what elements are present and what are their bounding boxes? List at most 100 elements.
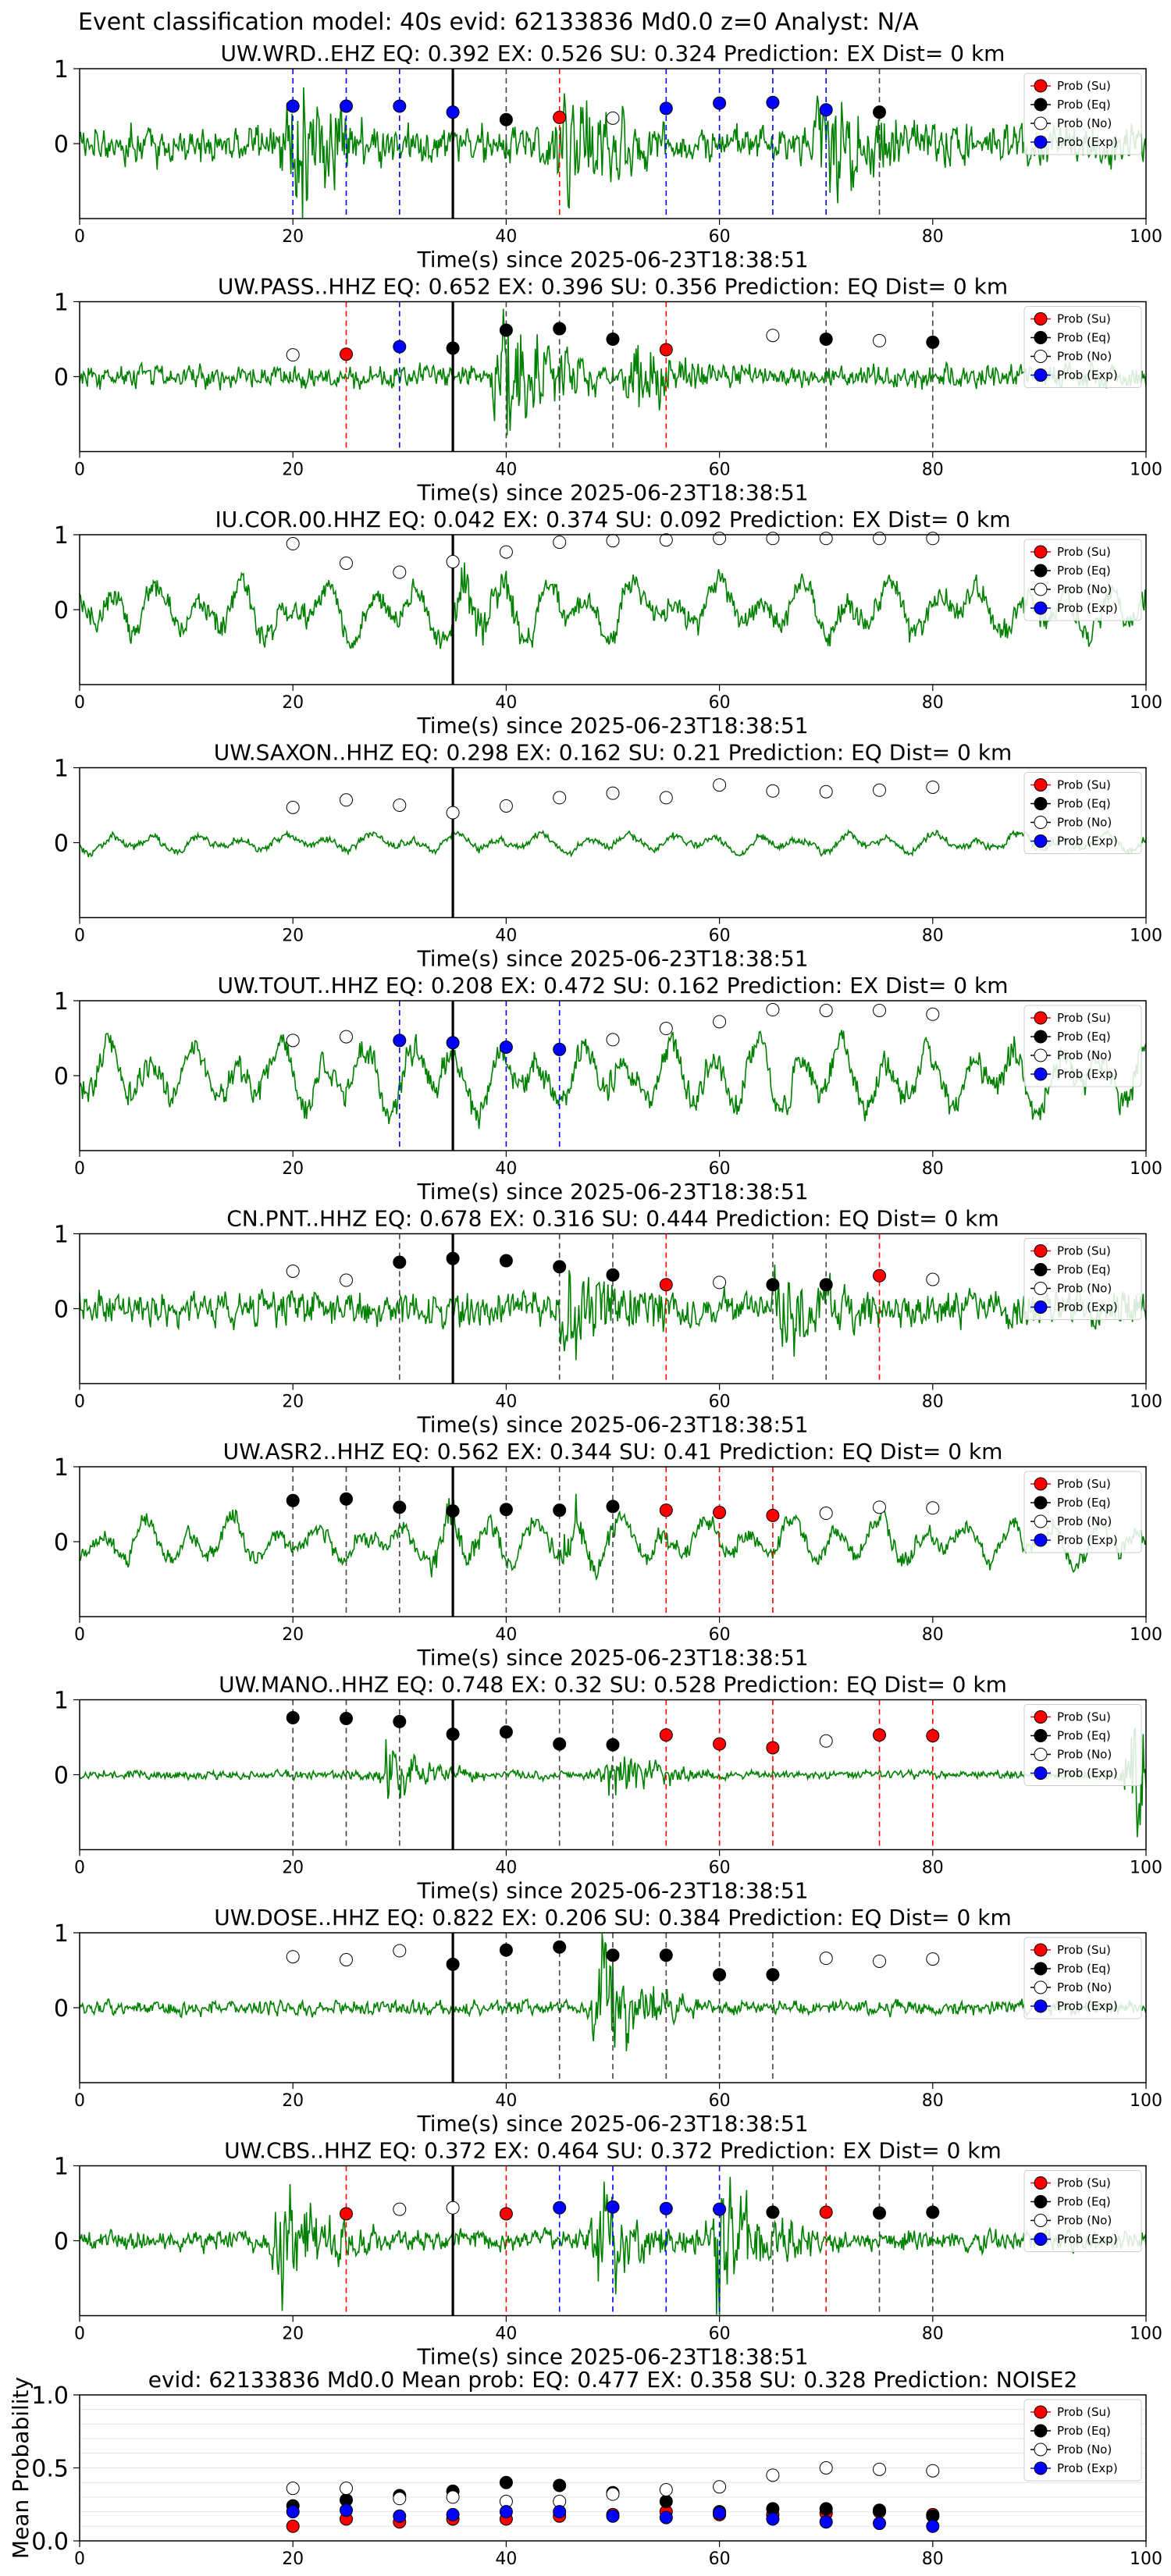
point-eq — [926, 335, 940, 349]
point-no — [873, 1954, 886, 1968]
legend-label-exp: Prob (Exp) — [1057, 1999, 1118, 2013]
legend-label-no: Prob (No) — [1057, 1980, 1112, 1994]
y-tick-label: 0 — [54, 831, 69, 858]
y-tick-label: 0 — [54, 131, 69, 158]
x-tick-label: 0 — [74, 927, 85, 946]
legend-frame — [1023, 772, 1142, 854]
x-tick-label: 60 — [709, 1393, 731, 1412]
x-axis-label: Time(s) since 2025-06-23T18:38:51 — [416, 1878, 808, 1904]
point-no — [340, 793, 353, 807]
point-no — [393, 2492, 407, 2506]
x-tick-label: 40 — [495, 1859, 517, 1878]
legend-marker-exp — [1034, 368, 1048, 382]
x-tick-label: 0 — [74, 2549, 85, 2569]
point-exp — [553, 2505, 567, 2519]
x-tick-label: 80 — [922, 1859, 944, 1878]
legend-label-no: Prob (No) — [1057, 1514, 1112, 1528]
point-no — [606, 111, 620, 125]
point-eq — [766, 1968, 780, 1982]
point-eq — [499, 1503, 513, 1517]
point-no — [340, 1030, 353, 1044]
legend-marker-no — [1034, 582, 1048, 596]
x-tick-label: 100 — [1130, 927, 1162, 946]
legend-label-eq: Prob (Eq) — [1057, 564, 1111, 578]
point-no — [713, 778, 727, 792]
point-no — [499, 799, 513, 813]
point-no — [393, 2202, 407, 2216]
legend-label-eq: Prob (Eq) — [1057, 1496, 1111, 1510]
legend-label-eq: Prob (Eq) — [1057, 98, 1111, 112]
legend-marker-exp — [1034, 135, 1048, 149]
x-tick-label: 40 — [495, 227, 517, 247]
x-tick-label: 20 — [282, 461, 304, 480]
legend-label-no: Prob (No) — [1057, 816, 1112, 830]
point-no — [659, 1022, 673, 1036]
point-exp — [713, 2506, 727, 2520]
y-tick-label: 0 — [54, 1297, 69, 1324]
legend-marker-exp — [1034, 1767, 1048, 1780]
point-no — [659, 791, 673, 805]
legend-label-no: Prob (No) — [1057, 2443, 1112, 2457]
point-su — [713, 1737, 727, 1751]
point-no — [766, 532, 780, 546]
point-su — [340, 347, 353, 361]
y-tick-label: 0 — [54, 2229, 69, 2256]
point-exp — [659, 2510, 673, 2524]
x-tick-label: 100 — [1130, 461, 1162, 480]
legend-label-no: Prob (No) — [1057, 116, 1112, 130]
x-tick-label: 40 — [495, 2091, 517, 2111]
point-eq — [819, 333, 833, 346]
x-axis-label: Time(s) since 2025-06-23T18:38:51 — [416, 2344, 808, 2370]
legend-marker-su — [1034, 1943, 1048, 1957]
panel-title: UW.ASR2..HHZ EQ: 0.562 EX: 0.344 SU: 0.4… — [223, 1439, 1003, 1464]
point-no — [819, 1734, 833, 1748]
legend-marker-su — [1034, 1011, 1048, 1025]
figure-title: Event classification model: 40s evid: 62… — [78, 9, 919, 36]
point-su — [659, 1503, 673, 1517]
point-no — [819, 785, 833, 799]
point-no — [819, 1507, 833, 1521]
point-no — [286, 800, 300, 814]
point-exp — [819, 2515, 833, 2529]
point-no — [713, 1276, 727, 1290]
x-tick-label: 40 — [495, 1159, 517, 1179]
x-tick-label: 20 — [282, 1625, 304, 1645]
legend-marker-su — [1034, 2405, 1048, 2419]
x-axis-label: Time(s) since 2025-06-23T18:38:51 — [416, 480, 808, 506]
legend-label-no: Prob (No) — [1057, 350, 1112, 364]
legend-marker-eq — [1034, 564, 1048, 578]
legend-label-exp: Prob (Exp) — [1057, 135, 1118, 149]
station-panel: UW.WRD..EHZ EQ: 0.392 EX: 0.526 SU: 0.32… — [54, 41, 1162, 272]
legend-frame — [1023, 306, 1142, 388]
legend-label-eq: Prob (Eq) — [1057, 1729, 1111, 1743]
legend-frame — [1023, 1471, 1142, 1553]
panel-title: CN.PNT..HHZ EQ: 0.678 EX: 0.316 SU: 0.44… — [226, 1206, 999, 1232]
legend-label-su: Prob (Su) — [1057, 1244, 1111, 1258]
legend-label-exp: Prob (Exp) — [1057, 834, 1118, 849]
legend-label-exp: Prob (Exp) — [1057, 601, 1118, 615]
x-axis-label: Time(s) since 2025-06-23T18:38:51 — [416, 2111, 808, 2137]
point-no — [286, 1950, 300, 1964]
point-no — [819, 1952, 833, 1966]
point-eq — [499, 1943, 513, 1957]
legend-label-exp: Prob (Exp) — [1057, 368, 1118, 382]
point-su — [499, 2207, 513, 2221]
x-tick-label: 80 — [922, 927, 944, 946]
point-eq — [819, 2502, 833, 2516]
legend: Prob (Su) Prob (Eq) Prob (No) Prob (Exp) — [1023, 306, 1142, 388]
point-exp — [606, 2200, 620, 2214]
point-no — [340, 2482, 353, 2496]
point-no — [713, 532, 727, 546]
legend-label-su: Prob (Su) — [1057, 1943, 1111, 1957]
point-no — [393, 1944, 407, 1958]
x-tick-label: 80 — [922, 693, 944, 713]
y-tick-label: 1 — [54, 756, 69, 783]
y-tick-label: 1 — [54, 1454, 69, 1482]
point-no — [499, 545, 513, 559]
x-tick-label: 20 — [282, 2091, 304, 2111]
legend-marker-exp — [1034, 2461, 1048, 2475]
legend-label-exp: Prob (Exp) — [1057, 1767, 1118, 1781]
x-tick-label: 40 — [495, 927, 517, 946]
panel-title: UW.DOSE..HHZ EQ: 0.822 EX: 0.206 SU: 0.3… — [214, 1905, 1012, 1930]
x-tick-label: 80 — [922, 1625, 944, 1645]
